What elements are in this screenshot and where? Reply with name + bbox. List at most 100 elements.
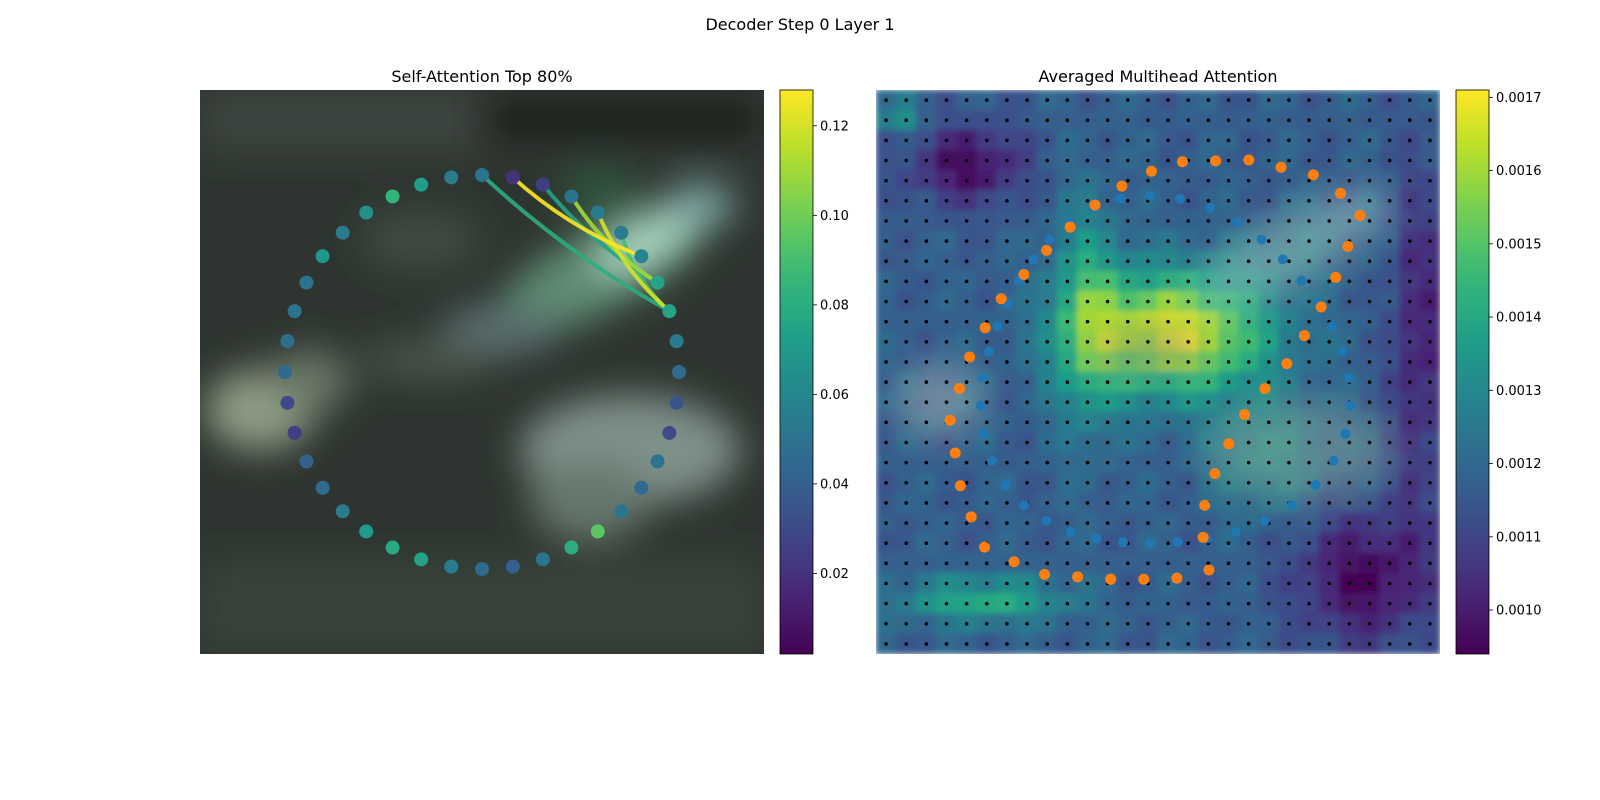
grid-point	[1266, 581, 1271, 586]
grid-point	[1085, 460, 1090, 465]
grid-point	[944, 339, 949, 344]
right-colorbar-tick-label: 0.0017	[1496, 91, 1542, 106]
grid-point	[964, 480, 969, 485]
grid-point	[1146, 360, 1150, 364]
grid-point	[1166, 420, 1170, 425]
orange-point	[954, 480, 966, 492]
grid-point	[924, 541, 929, 546]
grid-point	[1226, 259, 1231, 264]
grid-point	[944, 380, 949, 384]
grid-point	[1045, 501, 1050, 505]
grid-point	[944, 198, 949, 203]
grid-point	[1428, 339, 1432, 344]
orange-point	[1145, 165, 1157, 177]
grid-point	[1428, 178, 1432, 183]
grid-point	[884, 319, 888, 324]
grid-point	[904, 621, 909, 626]
grid-point	[1226, 621, 1231, 626]
grid-point	[1105, 198, 1110, 203]
grid-point	[1146, 642, 1150, 646]
grid-point	[1186, 360, 1191, 364]
grid-point	[1347, 339, 1352, 344]
grid-point	[884, 339, 888, 344]
grid-point	[1186, 138, 1191, 143]
grid-point	[1166, 178, 1170, 183]
query-point	[299, 454, 314, 469]
grid-point	[924, 501, 929, 505]
grid-point	[1307, 460, 1311, 465]
grid-point	[1327, 480, 1332, 485]
grid-point	[1327, 581, 1332, 586]
grid-point	[884, 118, 888, 123]
grid-point	[984, 400, 989, 405]
grid-point	[1186, 501, 1191, 505]
grid-point	[1166, 440, 1170, 445]
grid-point	[1045, 98, 1050, 102]
grid-point	[1065, 158, 1070, 163]
grid-point	[1367, 501, 1372, 505]
query-point	[669, 395, 684, 410]
grid-point	[1226, 561, 1231, 566]
grid-point	[1347, 480, 1352, 485]
grid-point	[1085, 178, 1090, 183]
grid-point	[1166, 279, 1170, 284]
grid-point	[1307, 299, 1311, 304]
grid-point	[1105, 621, 1110, 626]
grid-point	[1287, 460, 1291, 465]
grid-point	[1186, 440, 1191, 445]
grid-point	[1407, 400, 1412, 405]
grid-point	[1266, 118, 1271, 123]
grid-point	[1045, 420, 1050, 425]
grid-point	[1005, 138, 1009, 143]
grid-point	[984, 581, 989, 586]
grid-point	[1226, 360, 1231, 364]
grid-point	[964, 400, 969, 405]
grid-point	[1428, 621, 1432, 626]
grid-point	[1065, 440, 1070, 445]
grid-point	[1327, 621, 1332, 626]
grid-point	[1085, 561, 1090, 566]
grid-point	[1125, 178, 1130, 183]
grid-point	[1307, 541, 1311, 546]
grid-point	[1206, 480, 1211, 485]
grid-point	[1387, 501, 1392, 505]
grid-point	[1065, 420, 1070, 425]
grid-point	[1065, 621, 1070, 626]
grid-point	[944, 178, 949, 183]
grid-point	[964, 319, 969, 324]
grid-point	[1105, 601, 1110, 606]
grid-point	[1327, 118, 1332, 123]
grid-point	[1407, 360, 1412, 364]
grid-point	[924, 521, 929, 525]
grid-point	[884, 521, 888, 525]
grid-point	[1387, 339, 1392, 344]
grid-point	[884, 299, 888, 304]
grid-point	[1005, 541, 1009, 546]
grid-point	[984, 178, 989, 183]
grid-point	[1428, 259, 1432, 264]
grid-point	[1367, 138, 1372, 143]
grid-point	[1226, 400, 1231, 405]
grid-point	[1065, 642, 1070, 646]
grid-point	[984, 440, 989, 445]
grid-point	[1045, 118, 1050, 123]
grid-point	[1125, 480, 1130, 485]
grid-point	[1407, 299, 1412, 304]
grid-point	[1186, 219, 1191, 223]
grid-point	[1085, 521, 1090, 525]
grid-point	[1085, 319, 1090, 324]
grid-point	[1065, 279, 1070, 284]
grid-point	[964, 501, 969, 505]
grid-point	[1186, 460, 1191, 465]
grid-point	[944, 601, 949, 606]
grid-point	[1367, 319, 1372, 324]
grid-point	[1186, 239, 1191, 243]
grid-point	[1146, 480, 1150, 485]
grid-point	[924, 118, 929, 123]
grid-point	[1085, 198, 1090, 203]
grid-point	[1226, 460, 1231, 465]
grid-point	[1146, 158, 1150, 163]
grid-point	[904, 541, 909, 546]
grid-point	[1125, 339, 1130, 344]
grid-point	[1186, 118, 1191, 123]
